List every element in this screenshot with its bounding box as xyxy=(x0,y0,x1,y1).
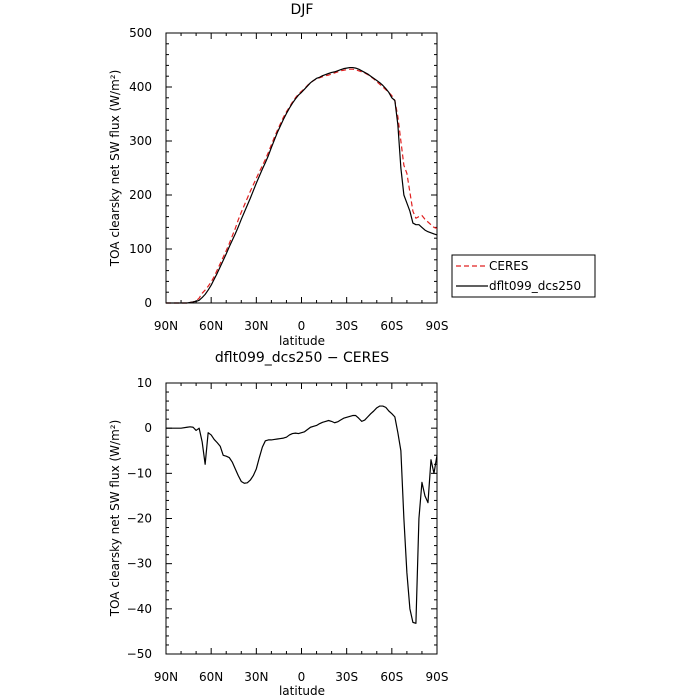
bottom-x-tick-label: 30S xyxy=(335,670,358,684)
top-legend: CERES dflt099_dcs250 xyxy=(451,254,596,298)
bottom-x-tick-label: 90S xyxy=(426,670,449,684)
top-panel: DJF 90N 60N 30N 0 30S 60S 90S0100200300400500 … xyxy=(108,2,448,348)
top-y-axis-label: TOA clearsky net SW flux (W/m²) xyxy=(108,70,122,268)
bottom-y-tick-label: −30 xyxy=(127,557,152,571)
top-x-axis-label: latitude xyxy=(279,334,325,348)
bottom-ticks: 90N 60N 30N 0 30S 60S 90S −50 −40 −30 −20 −10 0 10 xyxy=(127,376,449,684)
bottom-x-axis-label: latitude xyxy=(279,684,325,698)
top-y-tick-label: 500 xyxy=(129,26,152,40)
legend-model-label: dflt099_dcs250 xyxy=(489,279,581,293)
top-chart-title: DJF xyxy=(291,2,314,18)
top-x-tick-label: 60N xyxy=(199,319,223,333)
top-x-tick-label: 0 xyxy=(298,319,306,333)
top-series-group xyxy=(166,66,438,304)
top-y-tick-label: 100 xyxy=(129,242,152,256)
top-y-tick-label: 300 xyxy=(129,134,152,148)
top-x-tick-label: 90N xyxy=(154,319,178,333)
top-series-line-dflt099-dcs250 xyxy=(166,66,438,304)
bottom-x-tick-label: 0 xyxy=(298,670,306,684)
top-x-tick-label: 30S xyxy=(335,319,358,333)
bottom-x-tick-label: 60S xyxy=(380,670,403,684)
top-x-tick-label: 90S xyxy=(426,319,449,333)
legend-ceres-label: CERES xyxy=(489,259,529,273)
bottom-x-tick-label: 60N xyxy=(199,670,223,684)
bottom-series-line-dflt099-dcs250-ceres xyxy=(166,405,438,624)
bottom-y-tick-label: −10 xyxy=(127,466,152,480)
top-ticks: 90N 60N 30N 0 30S 60S 90S 0 100 200 300 400 500 xyxy=(129,26,448,333)
bottom-panel: dflt099_dcs250 − CERES 90N 60N 30N 0 30S 60S 9… xyxy=(108,350,448,698)
bottom-y-tick-label: −20 xyxy=(127,512,152,526)
top-plot-frame xyxy=(165,32,438,304)
top-x-tick-label: 60S xyxy=(380,319,403,333)
bottom-y-tick-label: −50 xyxy=(127,647,152,661)
bottom-series-group xyxy=(166,405,438,624)
bottom-x-tick-label: 30N xyxy=(244,670,268,684)
bottom-y-tick-label: −40 xyxy=(127,602,152,616)
top-y-tick-label: 0 xyxy=(144,296,152,310)
legend-box xyxy=(451,254,596,298)
bottom-chart-title: dflt099_dcs250 − CERES xyxy=(215,350,389,366)
top-x-tick-label: 30N xyxy=(244,319,268,333)
top-series-line-ceres xyxy=(166,68,438,304)
bottom-y-tick-label: 0 xyxy=(144,421,152,435)
bottom-y-tick-label: 10 xyxy=(137,376,152,390)
bottom-y-axis-label: TOA clearsky net SW flux (W/m²) xyxy=(108,420,122,618)
top-y-tick-label: 400 xyxy=(129,80,152,94)
top-y-tick-label: 200 xyxy=(129,188,152,202)
bottom-x-tick-label: 90N xyxy=(154,670,178,684)
